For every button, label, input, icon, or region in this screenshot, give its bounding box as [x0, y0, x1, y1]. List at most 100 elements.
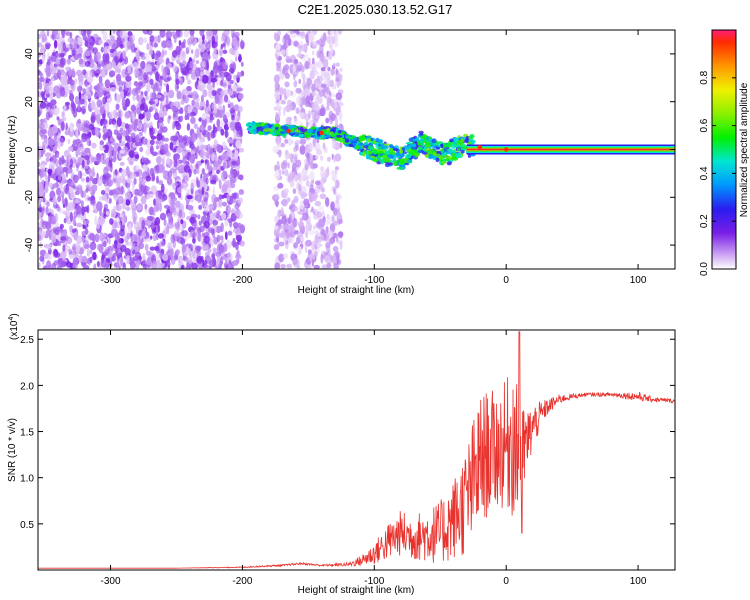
figure-title: C2E1.2025.030.13.52.G17: [297, 2, 453, 17]
heatmap-cell: [299, 104, 303, 109]
heatmap-cell: [131, 202, 136, 209]
x-tick-label: 0: [503, 576, 509, 587]
heatmap-cell: [211, 30, 218, 35]
heatmap-cell: [156, 249, 161, 254]
heatmap-cell: [224, 129, 228, 138]
heatmap-cell: [64, 197, 68, 207]
heatmap-cell: [200, 150, 204, 159]
heatmap-cell: [322, 126, 328, 130]
heatmap-cell: [293, 40, 299, 47]
heatmap-cell: [222, 171, 228, 179]
heatmap-cell: [203, 204, 210, 213]
heatmap-cell: [132, 95, 136, 101]
heatmap-cell: [152, 234, 157, 242]
heatmap-cell: [297, 172, 303, 182]
heatmap-cell: [78, 58, 84, 65]
heatmap-cell: [308, 230, 315, 236]
heatmap-cell: [126, 179, 133, 184]
heatmap-cell: [90, 115, 96, 123]
heatmap-cell: [133, 177, 137, 185]
heatmap-cell: [206, 172, 210, 177]
heatmap-cell: [219, 256, 223, 266]
heatmap-cell: [64, 84, 70, 95]
heatmap-cell: [179, 141, 183, 148]
heatmap-cell: [202, 89, 208, 98]
heatmap-cell: [46, 30, 50, 37]
heatmap-cell: [236, 249, 240, 259]
heatmap-cell: [211, 89, 217, 97]
heatmap-cell: [325, 86, 330, 95]
heatmap-cell: [119, 30, 123, 38]
heatmap-cell: [44, 152, 52, 158]
heatmap-cell: [48, 126, 54, 131]
heatmap-cell: [161, 158, 165, 167]
heatmap-cell: [142, 138, 146, 145]
heatmap-cell: [278, 109, 281, 118]
heatmap-cell: [164, 49, 168, 56]
heatmap-cell: [220, 35, 226, 43]
heatmap-cell: [38, 181, 42, 187]
heatmap-cell: [195, 176, 199, 184]
heatmap-cell: [101, 30, 105, 35]
heatmap-cell: [87, 38, 93, 43]
heatmap-cell: [225, 35, 231, 45]
heatmap-cell: [174, 37, 177, 44]
heatmap-cell: [38, 142, 41, 147]
heatmap-cell: [181, 230, 189, 237]
heatmap-cell: [38, 76, 45, 83]
heatmap-cell: [94, 106, 100, 115]
y-tick-label: 40: [24, 48, 35, 60]
heatmap-cell: [154, 35, 158, 43]
heatmap-cell: [419, 140, 424, 144]
heatmap-cell: [331, 141, 336, 150]
heatmap-cell: [136, 107, 142, 115]
heatmap-cell: [223, 94, 229, 103]
heatmap-cell: [140, 94, 144, 100]
heatmap-cell: [100, 154, 104, 164]
heatmap-cell: [198, 204, 203, 210]
heatmap-cell: [64, 159, 70, 168]
heatmap-cell: [318, 238, 322, 244]
heatmap-cell: [109, 111, 114, 120]
heatmap-cell: [143, 72, 148, 81]
heatmap-cell: [319, 193, 327, 200]
heatmap-cell: [81, 189, 84, 198]
heatmap-cell: [59, 251, 67, 259]
heatmap-cell: [51, 51, 56, 57]
colorbar-gradient: [711, 29, 737, 270]
heatmap-cell: [317, 96, 323, 105]
heatmap-cell: [287, 162, 290, 169]
heatmap-cell: [318, 90, 325, 97]
heatmap-cell: [112, 150, 117, 156]
heatmap-cell: [222, 64, 229, 70]
heatmap-cell: [337, 30, 343, 35]
heatmap-cell: [204, 144, 209, 151]
heatmap-cell: [297, 64, 302, 73]
heatmap-cell: [177, 236, 184, 244]
heatmap-cell: [298, 112, 305, 117]
heatmap-cell: [84, 49, 91, 57]
heatmap-cell: [396, 166, 404, 170]
heatmap-cell: [40, 197, 43, 203]
heatmap-cell: [318, 39, 325, 46]
heatmap-cell: [298, 46, 302, 55]
heatmap-cell: [142, 263, 148, 269]
heatmap-cell: [45, 157, 50, 163]
heatmap-cell: [62, 166, 68, 173]
heatmap-cell: [181, 151, 186, 157]
heatmap-cell: [328, 237, 334, 245]
heatmap-cell: [285, 58, 293, 64]
heatmap-cell: [283, 34, 291, 41]
snr-y-scale-label: (x10: [9, 320, 20, 340]
heatmap-cell: [235, 159, 241, 166]
heatmap-cell: [195, 222, 199, 230]
heatmap-cell: [299, 200, 305, 211]
heatmap-cell: [103, 240, 107, 248]
heatmap-cell: [170, 256, 176, 266]
heatmap-cell: [139, 146, 144, 153]
heatmap-cell: [373, 149, 378, 155]
heatmap-cell: [102, 144, 109, 149]
heatmap-cell: [66, 209, 71, 217]
heatmap-cell: [449, 138, 454, 143]
heatmap-cell: [82, 224, 87, 230]
